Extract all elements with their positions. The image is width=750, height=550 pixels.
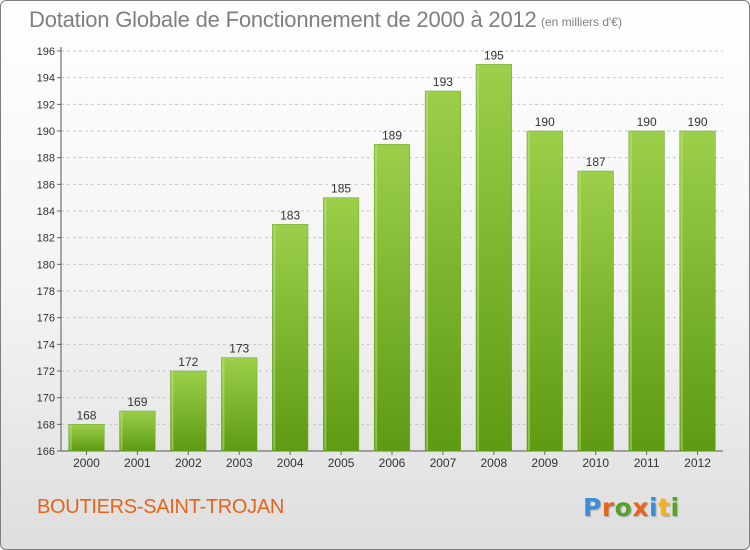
y-tick-label: 176 <box>37 313 55 325</box>
data-label: 185 <box>331 182 351 196</box>
x-tick-label: 2000 <box>73 456 100 470</box>
logo-letter: P <box>583 493 602 522</box>
y-tick-label: 168 <box>37 419 55 431</box>
y-tick-label: 180 <box>37 259 55 271</box>
bar-highlight <box>629 132 632 450</box>
bar <box>475 64 512 452</box>
bar <box>221 357 258 452</box>
bar <box>170 370 207 452</box>
x-tick-labels: 2000 2001 2002 2003 2004 2005 2006 2007 2008 2009… <box>73 456 711 470</box>
bar-highlight <box>171 372 174 450</box>
bar-highlight <box>680 132 683 450</box>
y-tick-label: 188 <box>37 153 55 165</box>
bars <box>68 64 716 452</box>
bar-highlight <box>120 412 123 450</box>
bar-highlight <box>527 132 530 450</box>
bar <box>272 224 309 452</box>
y-tick-labels: 166 168 170 172 174 176 178 180 182 184 186 188 190 1… <box>37 46 55 458</box>
bar-highlight <box>222 358 225 450</box>
town-name: BOUTIERS-SAINT-TROJAN <box>37 496 285 518</box>
bar <box>679 130 716 452</box>
bar <box>373 144 411 452</box>
x-tick-label: 2003 <box>226 456 253 470</box>
bar-highlight <box>375 145 378 451</box>
bar <box>628 130 665 452</box>
chart-unit-label: (en milliers d'€) <box>541 15 622 29</box>
bar <box>323 197 360 452</box>
data-label: 190 <box>688 115 708 129</box>
y-tick-label: 174 <box>37 339 55 351</box>
logo-letter: i <box>670 493 680 522</box>
data-label: 169 <box>127 395 147 409</box>
y-tick-label: 166 <box>37 446 55 458</box>
y-tick-label: 178 <box>37 286 55 298</box>
y-tick-label: 172 <box>37 366 55 378</box>
x-tick-label: 2007 <box>430 456 457 470</box>
x-tick-label: 2009 <box>531 456 558 470</box>
x-tick-label: 2005 <box>328 456 355 470</box>
x-tick-label: 2011 <box>634 456 660 470</box>
x-tick-label: 2012 <box>684 456 711 470</box>
logo-letter: o <box>614 493 633 522</box>
data-label: 168 <box>76 408 96 422</box>
data-label: 190 <box>535 115 555 129</box>
x-tick-label: 2006 <box>379 456 406 470</box>
logo-letter: r <box>601 493 615 522</box>
bar <box>526 130 563 452</box>
bar-highlight <box>426 92 429 450</box>
bar-highlight <box>578 172 581 450</box>
y-tick-label: 196 <box>37 46 55 58</box>
data-label: 190 <box>637 115 657 129</box>
y-tick-label: 170 <box>37 393 55 405</box>
data-label: 187 <box>586 155 606 169</box>
data-label: 172 <box>178 355 198 369</box>
y-tick-label: 184 <box>37 206 55 218</box>
logo-letter: i <box>649 493 659 522</box>
bar <box>68 424 105 452</box>
x-tick-label: 2002 <box>175 456 202 470</box>
data-labels: 168 169 172 173 183 185 189 193 195 190 187 190 190 <box>76 48 707 422</box>
data-label: 195 <box>484 48 504 62</box>
data-label: 173 <box>229 342 249 356</box>
bar <box>577 170 614 452</box>
x-tick-label: 2008 <box>480 456 507 470</box>
y-tick-label: 192 <box>37 99 55 111</box>
y-tick-label: 194 <box>37 73 55 85</box>
proxiti-logo: Proxiti <box>583 493 680 522</box>
y-tick-label: 182 <box>37 233 55 245</box>
bar-highlight <box>477 65 480 450</box>
logo-letter: t <box>658 493 671 522</box>
data-label: 189 <box>382 128 402 142</box>
x-tick-label: 2004 <box>277 456 304 470</box>
bar-highlight <box>69 425 72 450</box>
bar <box>119 410 156 452</box>
y-tick-label: 190 <box>37 126 55 138</box>
x-tick-label: 2010 <box>582 456 609 470</box>
y-tick-label: 186 <box>37 179 55 191</box>
chart-title: Dotation Globale de Fonctionnement de 20… <box>29 7 537 32</box>
logo-letter: x <box>632 493 649 522</box>
x-tick-label: 2001 <box>124 456 151 470</box>
data-label: 193 <box>433 75 453 89</box>
bar-highlight <box>273 225 276 450</box>
data-label: 183 <box>280 208 300 222</box>
bar-highlight <box>324 198 327 450</box>
bar <box>424 90 461 452</box>
